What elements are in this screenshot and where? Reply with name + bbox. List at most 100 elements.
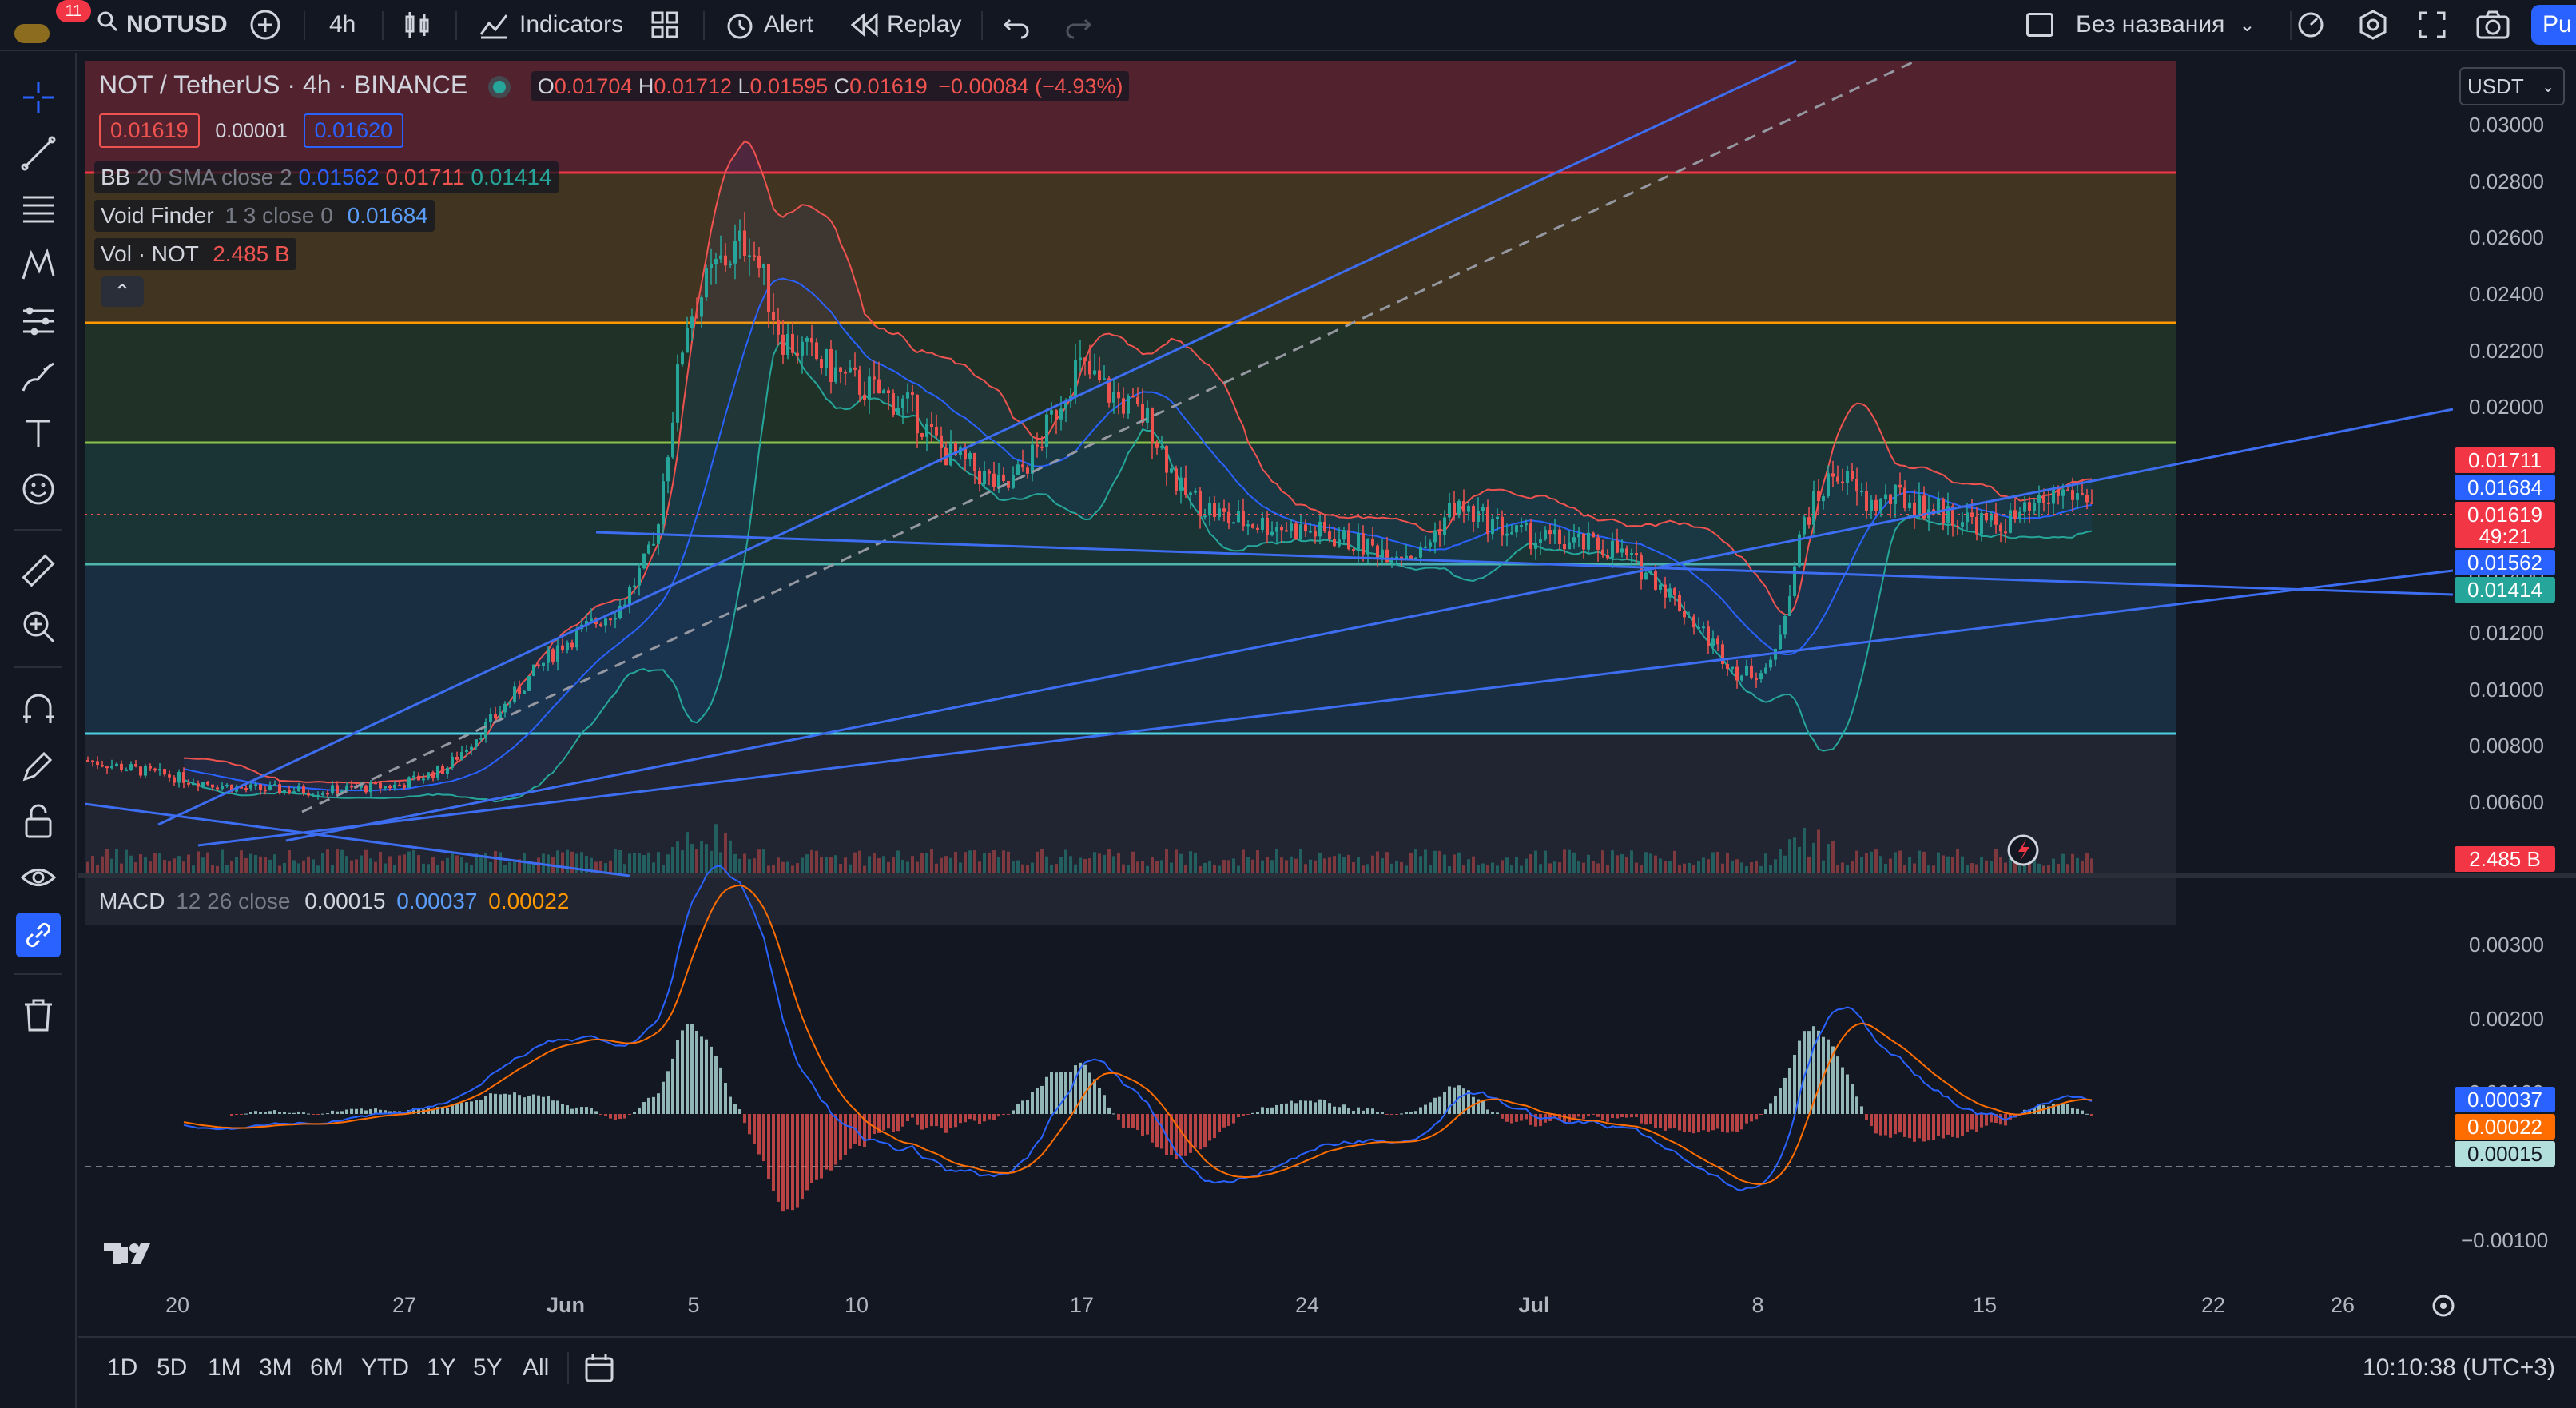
range-button-5d[interactable]: 5D: [157, 1354, 188, 1381]
macd-line: [183, 865, 2093, 1191]
candle-body: [1031, 444, 1034, 474]
volume-bar: [1362, 865, 1365, 873]
templates-button[interactable]: [650, 0, 679, 50]
layout-name-button[interactable]: Без названия ⌄: [2026, 0, 2255, 50]
bb-legend[interactable]: BB 20 SMA close 2 0.01562 0.01711 0.0141…: [94, 161, 559, 193]
magnet-tool[interactable]: [16, 687, 61, 732]
price-chart[interactable]: [78, 53, 2576, 1334]
trendline-tool[interactable]: [16, 131, 61, 176]
range-button-3m[interactable]: 3M: [259, 1354, 292, 1381]
indicators-button[interactable]: Indicators: [478, 0, 623, 50]
macd-hist-bar: [1261, 1107, 1264, 1114]
macd-hist-bar: [959, 1114, 962, 1124]
sync-drawings-tool[interactable]: [16, 913, 61, 957]
candle-body: [719, 255, 722, 259]
settings-button[interactable]: [2357, 0, 2389, 50]
zoom-tool[interactable]: [16, 604, 61, 649]
candle-body: [1831, 473, 1835, 477]
text-tool[interactable]: [16, 411, 61, 455]
collapse-legend-button[interactable]: ⌃: [101, 276, 144, 307]
volume-bar: [858, 850, 861, 873]
candle-body: [1055, 410, 1058, 420]
candle-body: [1798, 534, 1801, 567]
volume-bar: [988, 852, 991, 873]
bid-price[interactable]: 0.01619: [99, 113, 200, 148]
range-button-6m[interactable]: 6M: [310, 1354, 344, 1381]
remove-drawings-tool[interactable]: [16, 992, 61, 1037]
goto-date-button[interactable]: [583, 1338, 615, 1398]
macd-legend[interactable]: MACD 12 26 close 0.00015 0.00037 0.00022: [99, 889, 569, 914]
symbol-legend[interactable]: NOT / TetherUS · 4h · BINANCE O0.01704 H…: [99, 70, 1130, 101]
ask-price[interactable]: 0.01620: [303, 113, 404, 148]
forecast-tool[interactable]: [16, 299, 61, 344]
pane-separator[interactable]: [78, 873, 2576, 878]
drawing-toolbar: [0, 53, 77, 1408]
volume-bar: [1783, 855, 1787, 873]
volume-legend[interactable]: Vol · NOT 2.485 B: [94, 238, 296, 270]
macd-hist-bar: [321, 1113, 324, 1115]
macd-hist-bar: [1817, 1030, 1820, 1114]
trendlines[interactable]: [84, 59, 2454, 877]
volume-bar: [139, 854, 142, 873]
axis-settings-gear-icon[interactable]: [2432, 1295, 2455, 1317]
volume-bar: [1175, 849, 1178, 873]
publish-button[interactable]: Pu: [2531, 5, 2576, 45]
close-label: C: [833, 74, 850, 98]
pattern-tool[interactable]: [16, 243, 61, 288]
range-button-1y[interactable]: 1Y: [427, 1354, 456, 1381]
macd-hist-bar: [1486, 1109, 1489, 1114]
divider: [981, 11, 983, 40]
tradingview-logo[interactable]: [104, 1243, 150, 1264]
volume-bar: [129, 855, 133, 873]
range-button-all[interactable]: All: [523, 1354, 550, 1381]
lightning-icon[interactable]: [2007, 834, 2039, 866]
candle-body: [427, 772, 430, 779]
compare-symbol-button[interactable]: [249, 0, 281, 50]
macd-hist-bar: [1601, 1114, 1604, 1120]
candle-body: [1803, 517, 1806, 535]
symbol-search-button[interactable]: NOTUSD: [96, 0, 228, 50]
snapshot-button[interactable]: [2475, 0, 2510, 50]
measure-tool[interactable]: [16, 548, 61, 593]
macd-hist-bar: [297, 1111, 300, 1114]
stay-in-drawing-tool[interactable]: [16, 743, 61, 788]
replay-button[interactable]: Replay: [850, 0, 961, 50]
hide-drawings-tool[interactable]: [16, 855, 61, 900]
quick-search-button[interactable]: [2295, 0, 2327, 50]
emoji-tool[interactable]: [16, 467, 61, 511]
macd-hist-bar: [1448, 1086, 1451, 1114]
crosshair-tool[interactable]: [16, 75, 61, 120]
macd-hist-bar: [1913, 1114, 1916, 1142]
interval-button[interactable]: 4h: [329, 11, 356, 38]
candle-body: [1505, 533, 1509, 536]
volume-value: 2.485 B: [213, 241, 290, 266]
redo-button[interactable]: [1064, 0, 1093, 50]
chart-type-button[interactable]: [403, 0, 431, 50]
brush-tool[interactable]: [16, 355, 61, 400]
volume-bar: [1333, 856, 1336, 873]
macd-hist-bar: [1026, 1100, 1029, 1114]
candle-body: [2033, 503, 2036, 511]
logo-avatar[interactable]: 11: [14, 0, 91, 50]
price-axis-tick: 0.02200: [2469, 338, 2544, 363]
void-finder-legend[interactable]: Void Finder 1 3 close 0 0.01684: [94, 200, 435, 232]
volume-bar: [556, 850, 559, 873]
volume-bar: [1107, 849, 1111, 873]
undo-button[interactable]: [1002, 0, 1031, 50]
lock-drawings-tool[interactable]: [16, 799, 61, 844]
volume-bar: [1870, 851, 1873, 873]
macd-hist-bar: [446, 1108, 449, 1114]
candle-body: [254, 784, 257, 786]
currency-select[interactable]: USDT ⌄: [2459, 67, 2565, 105]
volume-bar: [1956, 849, 1959, 873]
range-button-ytd[interactable]: YTD: [361, 1354, 409, 1381]
alert-button[interactable]: Alert: [724, 0, 813, 50]
volume-bar: [844, 857, 847, 873]
range-button-1d[interactable]: 1D: [107, 1354, 138, 1381]
fullscreen-button[interactable]: [2418, 0, 2447, 50]
time-axis-label: Jun: [546, 1293, 586, 1317]
range-button-1m[interactable]: 1M: [208, 1354, 241, 1381]
range-button-5y[interactable]: 5Y: [473, 1354, 503, 1381]
clock-display[interactable]: 10:10:38 (UTC+3): [2363, 1354, 2555, 1381]
horizontal-lines-tool[interactable]: [16, 187, 61, 232]
